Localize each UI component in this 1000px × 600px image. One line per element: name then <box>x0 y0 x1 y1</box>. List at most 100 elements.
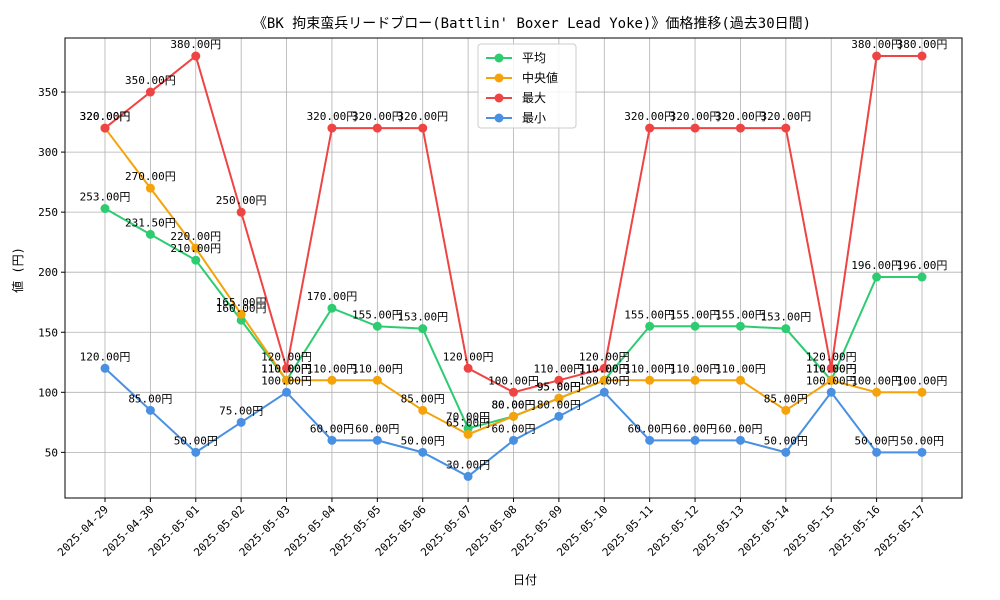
y-tick-label: 300 <box>38 146 58 159</box>
data-label: 60.00円 <box>628 422 672 435</box>
data-label: 380.00円 <box>170 38 221 51</box>
data-label: 50.00円 <box>174 434 218 447</box>
data-point <box>781 123 791 133</box>
data-label: 100.00円 <box>806 374 857 387</box>
data-point <box>599 387 609 397</box>
y-tick-label: 100 <box>38 386 58 399</box>
data-label: 80.00円 <box>491 398 535 411</box>
data-point <box>917 387 927 397</box>
data-point <box>463 429 473 439</box>
data-label: 95.00円 <box>537 380 581 393</box>
data-label: 196.00円 <box>851 259 902 272</box>
data-point <box>282 387 292 397</box>
data-label: 100.00円 <box>261 374 312 387</box>
data-point <box>826 387 836 397</box>
data-point <box>282 363 292 373</box>
data-point <box>554 393 564 403</box>
data-point <box>554 411 564 421</box>
data-label: 60.00円 <box>491 422 535 435</box>
data-label: 60.00円 <box>355 422 399 435</box>
data-point <box>145 405 155 415</box>
data-label: 320.00円 <box>397 110 448 123</box>
data-point <box>282 375 292 385</box>
legend-marker <box>494 93 504 103</box>
data-point <box>191 243 201 253</box>
data-label: 320.00円 <box>352 110 403 123</box>
data-point <box>599 375 609 385</box>
legend-box <box>477 43 577 129</box>
data-label: 253.00円 <box>80 191 131 204</box>
data-point <box>327 303 337 313</box>
data-label: 110.00円 <box>261 362 312 375</box>
data-label: 120.00円 <box>80 350 131 363</box>
data-label: 231.50円 <box>125 216 176 229</box>
data-label: 155.00円 <box>715 308 766 321</box>
data-point <box>191 255 201 265</box>
data-label: 320.00円 <box>760 110 811 123</box>
data-label: 85.00円 <box>401 392 445 405</box>
data-label: 380.00円 <box>851 38 902 51</box>
data-point <box>372 123 382 133</box>
data-point <box>372 321 382 331</box>
data-label: 100.00円 <box>488 374 539 387</box>
data-label: 100.00円 <box>897 374 948 387</box>
legend-marker <box>494 53 504 63</box>
data-point <box>645 123 655 133</box>
data-label: 380.00円 <box>897 38 948 51</box>
data-point <box>145 183 155 193</box>
data-point <box>327 123 337 133</box>
x-axis-label: 日付 <box>513 573 537 587</box>
data-point <box>735 321 745 331</box>
data-label: 110.00円 <box>624 362 675 375</box>
data-label: 50.00円 <box>764 434 808 447</box>
data-label: 320.00円 <box>624 110 675 123</box>
data-label: 153.00円 <box>760 311 811 324</box>
data-label: 155.00円 <box>352 308 403 321</box>
data-point <box>917 51 927 61</box>
y-tick-label: 150 <box>38 326 58 339</box>
data-label: 210.00円 <box>170 242 221 255</box>
y-tick-label: 350 <box>38 86 58 99</box>
legend-marker <box>494 73 504 83</box>
data-point <box>872 51 882 61</box>
data-point <box>418 405 428 415</box>
data-label: 196.00円 <box>897 259 948 272</box>
data-label: 165.00円 <box>216 296 267 309</box>
y-axis-label: 値 (円) <box>10 247 25 293</box>
data-point <box>917 272 927 282</box>
data-label: 110.00円 <box>806 362 857 375</box>
data-point <box>645 435 655 445</box>
data-label: 320.00円 <box>80 110 131 123</box>
data-label: 110.00円 <box>579 362 630 375</box>
data-label: 95.00円 <box>537 380 581 393</box>
data-label: 110.00円 <box>534 362 585 375</box>
data-label: 320.00円 <box>307 110 358 123</box>
data-label: 155.00円 <box>670 308 721 321</box>
data-point <box>145 87 155 97</box>
data-label: 250.00円 <box>216 194 267 207</box>
data-label: 70.00円 <box>446 410 490 423</box>
data-label: 155.00円 <box>624 308 675 321</box>
data-point <box>917 447 927 457</box>
data-label: 350.00円 <box>125 74 176 87</box>
data-label: 110.00円 <box>806 362 857 375</box>
data-point <box>690 435 700 445</box>
data-label: 100.00円 <box>579 374 630 387</box>
data-label: 110.00円 <box>579 362 630 375</box>
data-point <box>872 387 882 397</box>
data-point <box>327 435 337 445</box>
data-label: 320.00円 <box>715 110 766 123</box>
data-label: 50.00円 <box>401 434 445 447</box>
data-point <box>690 321 700 331</box>
data-point <box>509 387 518 397</box>
data-point <box>826 363 836 373</box>
data-label: 65.00円 <box>446 416 490 429</box>
data-point <box>100 123 110 133</box>
data-label: 100.00円 <box>851 374 902 387</box>
data-point <box>509 435 518 445</box>
data-point <box>872 447 882 457</box>
data-point <box>463 363 473 373</box>
data-point <box>418 324 428 334</box>
legend-label: 平均 <box>522 51 546 65</box>
data-label: 320.00円 <box>670 110 721 123</box>
